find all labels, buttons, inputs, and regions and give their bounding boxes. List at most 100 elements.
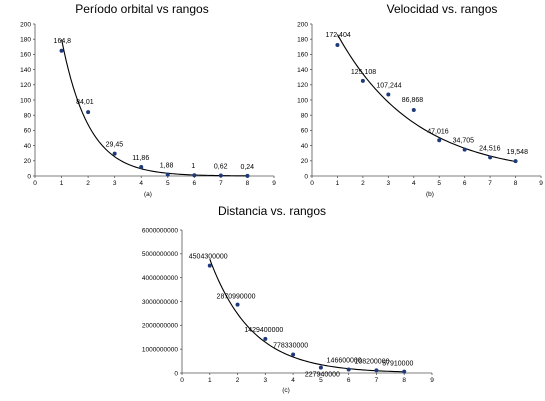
x-tick-label: 9 bbox=[272, 180, 276, 187]
x-tick-label: 0 bbox=[33, 180, 37, 187]
data-point bbox=[86, 110, 91, 115]
y-tick-label: 200 bbox=[297, 21, 308, 28]
data-label: 84,01 bbox=[76, 99, 94, 106]
data-point bbox=[192, 173, 197, 178]
data-point bbox=[245, 173, 250, 178]
data-point bbox=[207, 263, 212, 268]
data-label: 164,8 bbox=[54, 38, 72, 45]
data-label: 47,016 bbox=[427, 128, 449, 135]
data-label: 57910000 bbox=[382, 361, 413, 368]
x-tick-label: 8 bbox=[514, 180, 518, 187]
x-tick-label: 2 bbox=[236, 377, 240, 384]
y-tick-label: 2000000000 bbox=[142, 323, 179, 330]
x-tick-label: 4 bbox=[291, 377, 295, 384]
data-label: 125,108 bbox=[351, 69, 376, 76]
y-tick-label: 4000000000 bbox=[142, 275, 179, 282]
data-label: 1,88 bbox=[160, 163, 174, 170]
data-label: 778330000 bbox=[273, 342, 308, 349]
data-point bbox=[386, 92, 391, 97]
y-tick-label: 200 bbox=[20, 21, 31, 28]
x-tick-label: 6 bbox=[193, 180, 197, 187]
y-tick-label: 180 bbox=[297, 37, 308, 44]
data-point bbox=[411, 107, 416, 112]
trendline bbox=[61, 39, 248, 177]
trendline bbox=[209, 259, 405, 373]
y-tick-label: 0 bbox=[304, 173, 308, 180]
y-tick-label: 140 bbox=[20, 67, 31, 74]
y-tick-label: 80 bbox=[301, 113, 309, 120]
x-tick-label: 9 bbox=[539, 180, 543, 187]
x-tick-label: 4 bbox=[412, 180, 416, 187]
x-tick-label: 6 bbox=[347, 377, 351, 384]
data-point bbox=[488, 155, 493, 160]
data-point bbox=[263, 336, 268, 341]
y-tick-label: 120 bbox=[20, 82, 31, 89]
data-point bbox=[59, 48, 64, 53]
x-tick-label: 9 bbox=[430, 377, 434, 384]
y-tick-label: 80 bbox=[24, 113, 32, 120]
y-tick-label: 120 bbox=[297, 82, 308, 89]
y-tick-label: 0 bbox=[27, 173, 31, 180]
data-point bbox=[335, 42, 340, 47]
data-point bbox=[513, 159, 518, 164]
y-tick-label: 6000000000 bbox=[142, 227, 179, 234]
data-label: 0,24 bbox=[240, 164, 254, 171]
y-tick-label: 20 bbox=[301, 158, 309, 165]
data-label: 19,548 bbox=[507, 149, 529, 156]
x-tick-label: 0 bbox=[180, 377, 184, 384]
y-tick-label: 100 bbox=[20, 97, 31, 104]
data-label: 227940000 bbox=[305, 372, 340, 379]
x-tick-label: 8 bbox=[246, 180, 250, 187]
y-tick-label: 160 bbox=[297, 52, 308, 59]
data-point bbox=[218, 173, 223, 178]
chart-title: Velocidad vs. rangos bbox=[387, 2, 498, 16]
data-label: 11,86 bbox=[132, 155, 149, 162]
data-point bbox=[318, 365, 323, 370]
x-tick-label: 5 bbox=[437, 180, 441, 187]
chart-panel-2: Velocidad vs. rangos02040608010012014016… bbox=[297, 2, 543, 198]
data-label: 24,516 bbox=[479, 145, 501, 152]
chart-title: Período orbital vs rangos bbox=[75, 2, 208, 16]
x-tick-label: 3 bbox=[264, 377, 268, 384]
y-tick-label: 40 bbox=[301, 143, 309, 150]
data-point bbox=[235, 302, 240, 307]
data-point bbox=[402, 369, 407, 374]
data-point bbox=[112, 151, 117, 156]
data-point bbox=[437, 138, 442, 143]
x-tick-label: 8 bbox=[402, 377, 406, 384]
y-tick-label: 0 bbox=[174, 370, 178, 377]
data-label: 172,404 bbox=[325, 32, 350, 39]
x-tick-label: 3 bbox=[387, 180, 391, 187]
x-tick-label: 7 bbox=[219, 180, 223, 187]
data-point bbox=[165, 172, 170, 177]
x-tick-label: 5 bbox=[166, 180, 170, 187]
data-label: 1429400000 bbox=[244, 327, 283, 334]
chart-panel-3: Distancia vs. rangos 0 1000000000 200000000… bbox=[142, 204, 434, 394]
data-label: 86,868 bbox=[402, 97, 424, 104]
x-tick-label: 1 bbox=[208, 377, 212, 384]
y-tick-label: 3000000000 bbox=[142, 299, 179, 306]
data-label: 1 bbox=[191, 163, 195, 170]
x-tick-label: 1 bbox=[336, 180, 340, 187]
data-label: 108200000 bbox=[354, 358, 389, 365]
y-tick-label: 160 bbox=[20, 52, 31, 59]
chart-caption: (a) bbox=[144, 191, 152, 198]
x-tick-label: 3 bbox=[113, 180, 117, 187]
y-tick-label: 60 bbox=[301, 128, 309, 135]
y-tick-label: 20 bbox=[24, 158, 32, 165]
data-label: 146600000 bbox=[327, 358, 362, 365]
data-point bbox=[360, 78, 365, 83]
x-tick-label: 2 bbox=[86, 180, 90, 187]
chart-caption: (b) bbox=[426, 191, 434, 198]
y-tick-label: 60 bbox=[24, 128, 32, 135]
y-tick-label: 1000000000 bbox=[142, 346, 179, 353]
y-tick-label: 140 bbox=[297, 67, 308, 74]
x-tick-label: 7 bbox=[488, 180, 492, 187]
data-label: 34,705 bbox=[453, 138, 475, 145]
x-tick-label: 7 bbox=[375, 377, 379, 384]
y-tick-label: 40 bbox=[24, 143, 32, 150]
chart-caption: (c) bbox=[282, 387, 290, 394]
chart-panel-1: Período orbital vs rangos020406080100120… bbox=[20, 2, 276, 198]
data-point bbox=[374, 368, 379, 373]
